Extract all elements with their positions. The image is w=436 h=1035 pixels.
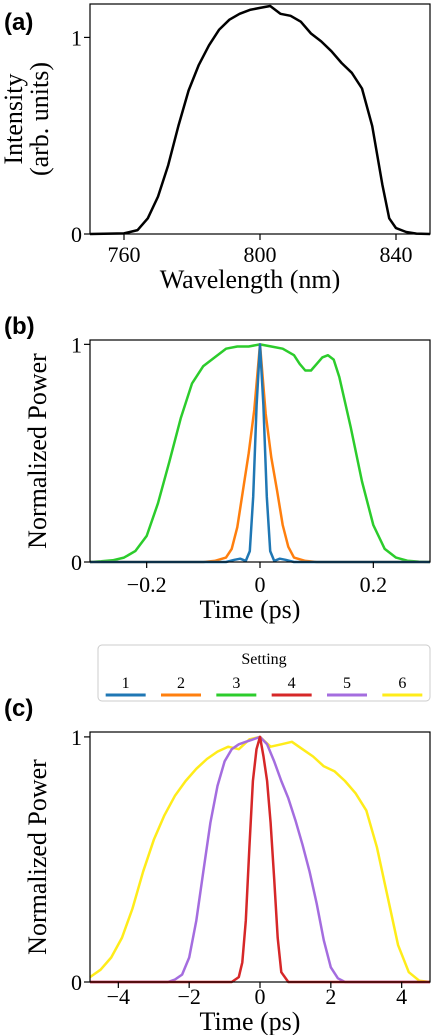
y-tick-label: 1 xyxy=(71,725,82,750)
x-axis-label: Wavelength (nm) xyxy=(160,265,341,294)
panel-b: (b) −0.2 0 0.2 0 1 Time (ps) Normalized Power xyxy=(4,313,431,624)
series-line xyxy=(90,735,430,984)
x-tick-label: 2 xyxy=(325,984,336,1009)
x-axis-label: Time (ps) xyxy=(200,1007,301,1035)
x-tick-label: −0.2 xyxy=(127,572,167,597)
axes-frame xyxy=(89,3,431,235)
x-axis-label: Time (ps) xyxy=(200,595,301,624)
x-tick-label: −4 xyxy=(107,984,130,1009)
x-tick-label: 4 xyxy=(396,984,407,1009)
legend-frame xyxy=(97,644,431,702)
y-tick-label: 0 xyxy=(71,550,82,575)
y-tick-label: 1 xyxy=(71,332,82,357)
y-axis-label: (arb. units) xyxy=(25,62,54,176)
panel-c: (c) −4 −2 0 2 4 0 1 Time (ps) Normalized Power xyxy=(4,695,431,1035)
x-tick-label: 840 xyxy=(380,242,413,267)
series-line xyxy=(90,735,430,984)
legend: Setting 1 2 3 4 5 6 xyxy=(97,644,431,702)
x-tick-label: −2 xyxy=(177,984,200,1009)
panel-label: (b) xyxy=(4,313,35,340)
legend-label: 6 xyxy=(398,675,406,692)
series-line xyxy=(90,343,430,564)
series-line xyxy=(89,343,431,564)
legend-label: 5 xyxy=(343,675,351,692)
x-tick-label: 0 xyxy=(255,572,266,597)
panel-label: (c) xyxy=(4,695,33,722)
y-axis-label: Normalized Power xyxy=(23,353,52,549)
y-tick-label: 1 xyxy=(71,25,82,50)
x-tick-label: 760 xyxy=(108,242,141,267)
y-axis-label: Intensity xyxy=(0,74,28,165)
axes-frame xyxy=(89,339,431,563)
x-tick-label: 0 xyxy=(255,984,266,1009)
series-line xyxy=(90,343,430,564)
legend-label: 4 xyxy=(288,675,296,692)
legend-label: 3 xyxy=(232,675,240,692)
y-tick-label: 0 xyxy=(71,970,82,995)
panel-label: (a) xyxy=(4,9,33,36)
y-axis-label: Normalized Power xyxy=(23,759,52,955)
y-tick-label: 0 xyxy=(71,222,82,247)
series-line xyxy=(89,4,431,236)
legend-label: 2 xyxy=(177,675,185,692)
panel-a: (a) 760 800 840 0 1 Wavelength (nm) Intensity(a… xyxy=(0,3,431,294)
legend-label: 1 xyxy=(122,675,130,692)
x-tick-label: 800 xyxy=(244,242,277,267)
x-tick-label: 0.2 xyxy=(360,572,388,597)
series-line xyxy=(89,735,431,984)
legend-title: Setting xyxy=(241,651,286,668)
